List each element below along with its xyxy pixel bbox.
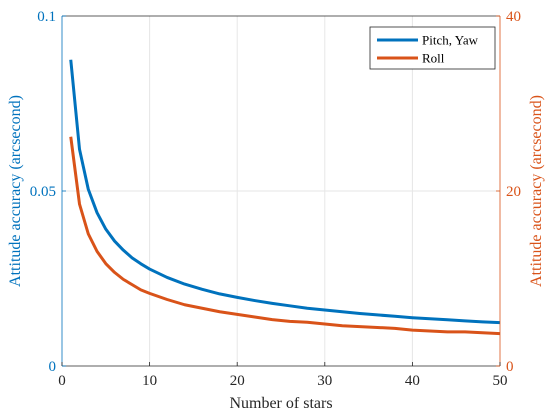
- series-layer: [69, 59, 501, 336]
- x-tick-label-1: 10: [142, 373, 157, 389]
- x-tick-label-2: 20: [230, 373, 245, 389]
- y-right-tick-label-1: 20: [506, 184, 521, 200]
- series-line-roll: [69, 136, 501, 336]
- x-tick-label-4: 40: [405, 373, 420, 389]
- y-right-tick-label-2: 40: [506, 9, 521, 25]
- x-tick-label-0: 0: [58, 373, 66, 389]
- x-tick-label-3: 30: [317, 373, 332, 389]
- y-right-tick-label-0: 0: [506, 359, 514, 375]
- x-tick-label-5: 50: [493, 373, 508, 389]
- y-axis-right-label: Attitude accuracy (arcsecond): [528, 95, 545, 287]
- grid: [62, 16, 500, 366]
- y-left-tick-label-0: 0: [49, 359, 57, 375]
- legend-label-pitch-yaw: Pitch, Yaw: [422, 33, 479, 48]
- y-axis-left-label: Attitude accuracy (arcsecond): [7, 95, 24, 287]
- legend-box: [369, 26, 496, 70]
- y-left-tick-label-2: 0.1: [37, 9, 56, 25]
- legend: Pitch, Yaw Roll: [369, 26, 496, 70]
- y-left-tick-label-1: 0.05: [30, 184, 56, 200]
- legend-label-roll: Roll: [422, 51, 445, 66]
- series-line-pitch-yaw: [69, 59, 501, 325]
- x-axis-label: Number of stars: [229, 395, 332, 412]
